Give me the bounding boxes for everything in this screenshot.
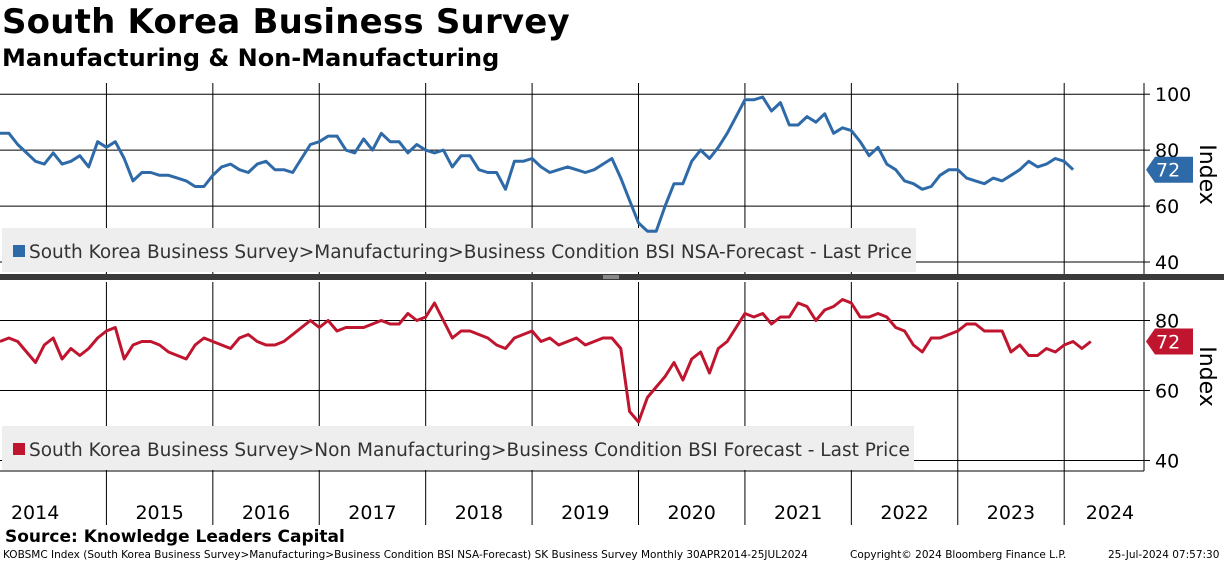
x-tick-label: 2018 [455,502,503,524]
x-tick-label: 2014 [11,502,59,524]
y-tick-label: 80 [1155,311,1179,333]
x-tick-label: 2021 [774,502,822,524]
y-tick-label: 60 [1155,381,1179,403]
last-value-label: 72 [1156,332,1180,354]
y-tick-label: 100 [1155,84,1191,106]
x-tick-label: 2017 [348,502,396,524]
chart-title: South Korea Business Survey [2,2,570,42]
footer-timestamp: 25-Jul-2024 07:57:30 [1108,549,1220,561]
legend-swatch [13,443,25,455]
legend-label: South Korea Business Survey>Non Manufact… [29,440,910,461]
y-axis-label: Index [1194,144,1219,205]
legend-label: South Korea Business Survey>Manufacturin… [29,242,912,263]
series-line [0,95,1075,233]
legend-swatch [13,245,25,257]
y-tick-label: 60 [1155,196,1179,218]
x-tick-label: 2022 [880,502,928,524]
x-tick-label: 2023 [987,502,1035,524]
x-tick-label: 2016 [242,502,290,524]
last-value-tag [1146,156,1193,183]
last-value-tag [1146,328,1193,355]
x-tick-label: 2015 [135,502,183,524]
y-tick-label: 40 [1155,252,1179,274]
last-value-label: 72 [1156,160,1180,182]
separator-handle [603,275,619,279]
x-tick-label: 2019 [561,502,609,524]
series-line [0,298,1092,424]
y-tick-label: 80 [1155,140,1179,162]
legend-box [2,228,916,272]
x-tick-label: 2020 [668,502,716,524]
chart-subtitle: Manufacturing & Non-Manufacturing [2,44,500,72]
footer-ticker-info: KOBSMC Index (South Korea Business Surve… [3,549,808,561]
source-note: Source: Knowledge Leaders Capital [5,527,345,547]
footer-copyright: Copyright© 2024 Bloomberg Finance L.P. [850,549,1067,561]
y-tick-label: 40 [1155,451,1179,473]
legend-box [2,426,914,470]
y-axis-label: Index [1194,346,1219,407]
x-tick-label: 2024 [1086,502,1134,524]
